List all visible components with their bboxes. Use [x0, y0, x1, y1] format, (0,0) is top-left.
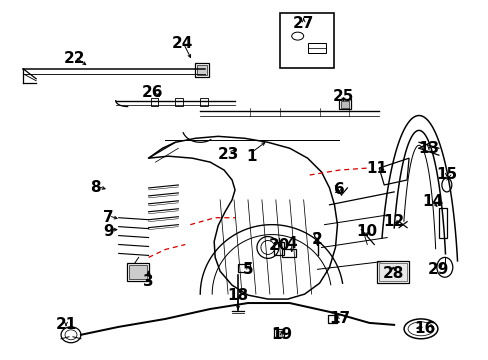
- Text: 17: 17: [328, 311, 349, 327]
- Text: 25: 25: [332, 89, 353, 104]
- Text: 11: 11: [366, 161, 387, 176]
- Text: 29: 29: [427, 262, 448, 277]
- Text: 7: 7: [103, 210, 114, 225]
- Text: 16: 16: [413, 321, 435, 336]
- Text: 3: 3: [143, 274, 154, 289]
- Bar: [195, 63, 209, 77]
- Text: 9: 9: [103, 224, 114, 239]
- Bar: [279, 13, 334, 68]
- Text: 27: 27: [292, 16, 314, 31]
- Bar: [379, 264, 406, 281]
- Bar: [376, 261, 408, 283]
- Text: 6: 6: [333, 183, 344, 197]
- Text: 12: 12: [383, 214, 404, 229]
- Text: 8: 8: [90, 180, 101, 195]
- Bar: [273, 329, 283, 337]
- Bar: [150, 98, 158, 105]
- Text: 14: 14: [422, 194, 443, 209]
- Bar: [128, 265, 146, 279]
- Bar: [273, 242, 283, 255]
- Text: 22: 22: [64, 51, 85, 67]
- Text: 18: 18: [227, 288, 248, 303]
- Text: 2: 2: [311, 232, 322, 247]
- Text: 10: 10: [356, 224, 377, 239]
- Bar: [327, 315, 337, 323]
- Bar: [200, 98, 208, 105]
- Bar: [438, 208, 446, 238]
- Bar: [175, 98, 183, 105]
- Bar: [281, 249, 295, 257]
- Bar: [341, 100, 349, 108]
- Text: 23: 23: [217, 147, 238, 162]
- Text: 4: 4: [286, 236, 296, 251]
- Bar: [238, 264, 249, 272]
- Bar: [339, 99, 351, 109]
- Bar: [307, 43, 325, 53]
- Text: 28: 28: [382, 266, 403, 281]
- Text: 15: 15: [435, 167, 456, 181]
- Text: 5: 5: [242, 262, 253, 277]
- Bar: [275, 331, 281, 337]
- Text: 1: 1: [246, 149, 257, 164]
- Text: 21: 21: [55, 318, 77, 332]
- Bar: [126, 264, 148, 281]
- Bar: [197, 65, 207, 75]
- Text: 13: 13: [418, 141, 439, 156]
- Text: 24: 24: [171, 36, 193, 50]
- Text: 19: 19: [271, 327, 292, 342]
- Text: 26: 26: [142, 85, 163, 100]
- Text: 20: 20: [268, 238, 290, 253]
